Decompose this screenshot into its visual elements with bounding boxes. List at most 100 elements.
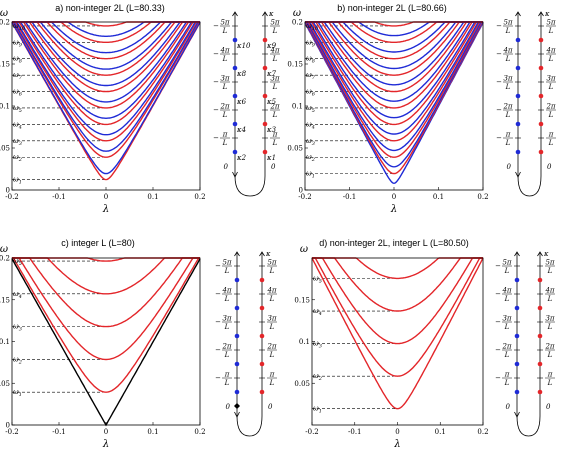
kappa-tick-numerator: π [504, 371, 510, 379]
omega-label: ω2 [13, 153, 22, 163]
series-curve-6 [12, 257, 200, 262]
kappa-tick-denominator: L [222, 83, 228, 91]
arrow-up-icon [234, 251, 240, 257]
kappa-tick-numerator: 4π [502, 47, 512, 55]
kappa-tick-numerator: 5π [270, 19, 279, 27]
kappa-dot-right [537, 361, 543, 367]
kappa-tick-denominator: L [548, 55, 554, 63]
kappa-minus-sign: − [496, 134, 502, 142]
omega-label: ω3 [13, 323, 22, 333]
kappa-tick-numerator: 5π [220, 19, 229, 27]
kappa-index-label: κ4 [236, 126, 246, 134]
kappa-dot-right [538, 93, 544, 99]
omega-label: ω6 [306, 88, 316, 98]
y-axis-label: ω [0, 8, 8, 19]
kappa-dot-right [259, 333, 265, 339]
kappa-tick-numerator: π [547, 371, 553, 379]
series-curve-5 [12, 21, 200, 142]
kappa-dot-right [262, 65, 268, 71]
kappa-tick-numerator: 4π [545, 47, 555, 55]
kappa-index-label: κ9 [266, 42, 277, 50]
y-tick-label: 0.1 [0, 338, 10, 346]
series-curve-2 [11, 21, 201, 175]
kappa-tick-numerator: π [269, 371, 275, 379]
arrow-down-icon [232, 171, 238, 178]
kappa-tick-numerator: 3π [220, 75, 229, 83]
kappa-dot-right [259, 305, 265, 311]
kappa-tick-denominator: L [505, 139, 511, 147]
kappa-tick-denominator: L [504, 351, 510, 359]
plot-panel-b: b) non-integer 2L (L=80.66) -0.2 -0.1 0 0.1 0… [287, 3, 488, 215]
kappa-index-label: κ5 [266, 98, 277, 106]
periodic-return-arrow [516, 415, 541, 437]
kappa-tick-numerator: 5π [503, 19, 512, 27]
x-axis-label: λ [393, 439, 400, 450]
y-tick-label: 0.2 [0, 19, 10, 27]
kappa-tick-numerator: 3π [545, 315, 554, 323]
y-tick-label: 0 [6, 187, 10, 195]
arrow-down-icon [515, 171, 521, 178]
kappa-tick-denominator: L [224, 323, 230, 331]
plot-panel-a: a) non-integer 2L (L=80.33) -0.2 -0.1 0 0.1 0… [0, 3, 206, 215]
series-curve-15 [305, 21, 483, 70]
kappa-tick-denominator: L [224, 351, 230, 359]
kappa-tick-numerator: 2π [544, 343, 554, 351]
omega-label: ω5 [13, 257, 22, 267]
series-curve-4 [12, 257, 200, 328]
kappa-zero-right: 0 [271, 163, 276, 171]
series-curve-10 [305, 21, 483, 109]
kappa-tick-denominator: L [222, 139, 228, 147]
omega-label: ω4 [313, 307, 322, 317]
omega-label: ω3 [13, 137, 22, 147]
kappa-dot-right [262, 121, 268, 127]
omega-label: ω1 [306, 170, 315, 180]
omega-label: ω5 [313, 274, 322, 284]
y-tick-label: 0.05 [294, 380, 310, 388]
series-curve-13 [305, 21, 483, 86]
kappa-tick-denominator: L [504, 267, 510, 275]
kappa-dot-left [515, 149, 521, 155]
kappa-zero-right: 0 [546, 403, 551, 411]
kappa-tick-denominator: L [269, 351, 275, 359]
kappa-tick-numerator: π [272, 131, 278, 139]
x-tick-label: 0.1 [147, 193, 158, 201]
kappa-dot-left [515, 65, 521, 71]
series-curve-3 [312, 257, 483, 345]
kappa-tick-numerator: 4π [219, 47, 229, 55]
omega-label: ω9 [13, 38, 23, 48]
kappa-minus-sign: − [495, 290, 501, 298]
omega-label: ω10 [306, 22, 319, 32]
kappa-tick-denominator: L [269, 295, 275, 303]
arrow-up-icon [514, 251, 520, 257]
kappa-tick-numerator: 5π [222, 259, 231, 267]
kappa-tick-denominator: L [547, 267, 553, 275]
kappa-tick-denominator: L [269, 323, 275, 331]
x-tick-label: 0.2 [194, 428, 205, 436]
arrow-up-icon [537, 251, 543, 257]
kappa-tick-numerator: 4π [221, 287, 231, 295]
kappa-tick-numerator: 2π [221, 343, 231, 351]
kappa-dot-left [515, 121, 521, 127]
kappa-tick-denominator: L [504, 323, 510, 331]
kappa-dot-left [515, 93, 521, 99]
y-tick-label: 0.1 [299, 338, 310, 346]
omega-label: ω2 [13, 355, 22, 365]
kappa-tick-denominator: L [504, 295, 510, 303]
kappa-dot-right [537, 333, 543, 339]
omega-label: ω2 [313, 372, 322, 382]
x-tick-label: 0.1 [435, 428, 446, 436]
series-curve-4 [12, 21, 200, 152]
kappa-axis-label: κ [544, 10, 550, 18]
series-curve-13 [12, 21, 200, 76]
kappa-tick-numerator: 3π [503, 75, 512, 83]
y-tick-label: 0 [299, 187, 303, 195]
kappa-tick-numerator: 4π [501, 287, 511, 295]
kappa-dot-left [514, 305, 520, 311]
series-curve-2 [312, 257, 483, 377]
x-tick-label: -0.2 [5, 428, 19, 436]
plot-title: c) integer L (L=80) [61, 238, 134, 248]
plot-panel-c: c) integer L (L=80) -0.2 -0.1 0 0.1 0.2 0 0.05 0… [0, 238, 206, 450]
kappa-tick-denominator: L [505, 111, 511, 119]
kappa-tick-denominator: L [505, 83, 511, 91]
kappa-index-label: κ8 [236, 70, 247, 78]
